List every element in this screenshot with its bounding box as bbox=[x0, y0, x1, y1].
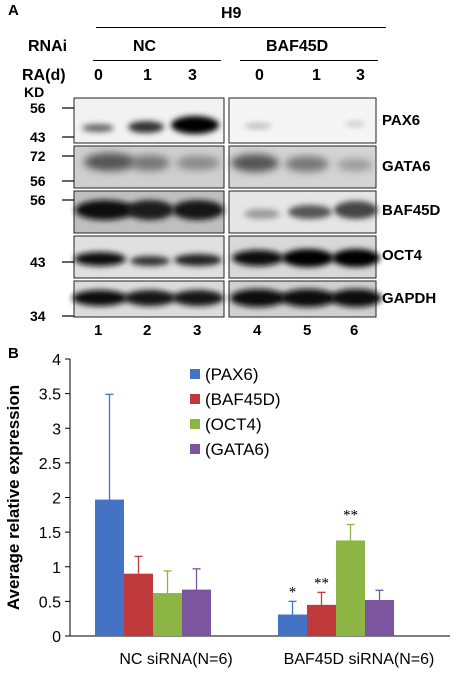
y-tick-label: 2.5 bbox=[39, 456, 61, 473]
day-label: 3 bbox=[188, 67, 197, 84]
day-label: 1 bbox=[143, 67, 152, 84]
baf45d-bracket bbox=[240, 60, 378, 61]
panel-a-western-blot: A H9 RNAi NC BAF45D RA(d) 0 1 3 0 1 3 KD bbox=[8, 2, 441, 339]
day-label: 3 bbox=[356, 67, 365, 84]
y-tick-label: 1 bbox=[52, 560, 61, 577]
day-label: 1 bbox=[312, 67, 321, 84]
bar bbox=[336, 540, 365, 636]
y-tick-label: 0 bbox=[52, 629, 61, 646]
mw-marker: 72 bbox=[30, 148, 46, 164]
lane-number: 6 bbox=[350, 322, 359, 339]
lane-number: 5 bbox=[303, 322, 312, 339]
cell-line-label: H9 bbox=[221, 5, 242, 22]
bar bbox=[365, 599, 394, 636]
mw-marker: 34 bbox=[30, 308, 46, 324]
panel-b-label: B bbox=[8, 345, 19, 362]
blot-row-pax6 bbox=[73, 97, 377, 144]
panel-a-label: A bbox=[8, 2, 19, 19]
y-tick-label: 0.5 bbox=[39, 594, 61, 611]
legend-swatch bbox=[190, 369, 200, 379]
cell-line-bracket bbox=[96, 27, 386, 28]
bar bbox=[95, 499, 124, 636]
bar bbox=[278, 614, 307, 636]
significance-marker: ** bbox=[343, 508, 358, 524]
mw-marker: 56 bbox=[30, 100, 46, 116]
mw-marker: 56 bbox=[30, 173, 46, 189]
nc-bracket bbox=[93, 60, 221, 61]
protein-label-gata6: GATA6 bbox=[382, 158, 431, 175]
legend-label: (GATA6) bbox=[205, 440, 270, 459]
lane-number: 2 bbox=[143, 322, 152, 339]
significance-marker: * bbox=[289, 584, 297, 600]
protein-label-baf45d: BAF45D bbox=[382, 202, 441, 219]
rnai-label: RNAi bbox=[28, 38, 68, 55]
y-tick-label: 4 bbox=[52, 352, 61, 369]
bar bbox=[307, 604, 336, 636]
protein-label-oct4: OCT4 bbox=[382, 247, 423, 264]
blot-image bbox=[62, 97, 382, 318]
legend-label: (BAF45D) bbox=[205, 390, 281, 409]
blot-row-oct4 bbox=[73, 235, 380, 279]
protein-label-gapdh: GAPDH bbox=[382, 290, 437, 307]
legend-swatch bbox=[190, 444, 200, 454]
bar-chart: 0 0.5 1 1.5 2 2.5 3 3.5 4 Average relative expres… bbox=[4, 352, 450, 668]
mw-marker: 56 bbox=[30, 192, 46, 208]
group-label-nc: NC bbox=[133, 38, 157, 55]
blot-row-gapdh bbox=[72, 280, 382, 318]
kd-label: KD bbox=[24, 84, 45, 100]
blot-row-gata6 bbox=[73, 145, 377, 189]
day-label: 0 bbox=[255, 67, 264, 84]
blot-row-baf45d bbox=[73, 190, 378, 234]
lane-number: 3 bbox=[193, 322, 202, 339]
significance-marker: ** bbox=[314, 575, 329, 591]
legend-label: (PAX6) bbox=[205, 365, 259, 384]
mw-marker: 43 bbox=[30, 254, 46, 270]
legend-swatch bbox=[190, 394, 200, 404]
y-tick-label: 3.5 bbox=[39, 387, 61, 404]
y-tick-label: 1.5 bbox=[39, 525, 61, 542]
category-label: BAF45D siRNA(N=6) bbox=[284, 651, 435, 668]
panel-b-bar-chart: B 0 0.5 1 1.5 2 2.5 3 3.5 4 Average relative expr… bbox=[0, 345, 459, 674]
lane-number: 4 bbox=[253, 322, 262, 339]
legend-swatch bbox=[190, 419, 200, 429]
legend-label: (OCT4) bbox=[205, 415, 262, 434]
bar bbox=[124, 573, 153, 636]
group-label-baf45d: BAF45D bbox=[266, 38, 329, 55]
mw-marker: 43 bbox=[30, 129, 46, 145]
ra-days-label: RA(d) bbox=[22, 67, 66, 84]
protein-label-pax6: PAX6 bbox=[382, 112, 421, 129]
y-tick-label: 3 bbox=[52, 421, 61, 438]
bar bbox=[182, 589, 211, 636]
bar bbox=[153, 593, 182, 636]
lane-number: 1 bbox=[94, 322, 103, 339]
day-label: 0 bbox=[94, 67, 103, 84]
y-axis-label: Average relative expression bbox=[4, 385, 23, 610]
category-label: NC siRNA(N=6) bbox=[119, 651, 232, 668]
y-tick-label: 2 bbox=[52, 491, 61, 508]
